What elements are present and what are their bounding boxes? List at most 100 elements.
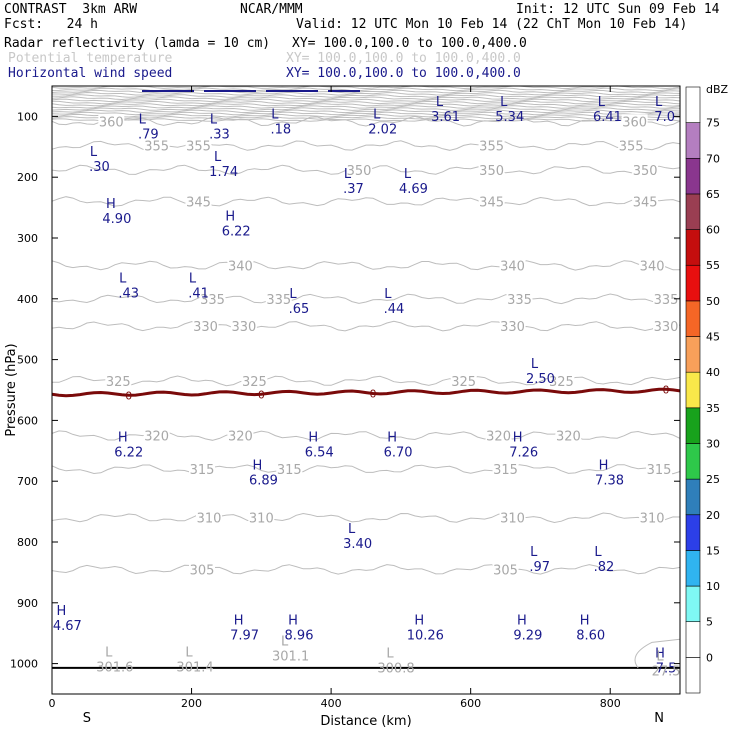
model-title: CONTRAST 3km ARW	[4, 2, 138, 17]
y-axis-label: Pressure (hPa)	[4, 343, 19, 436]
colorbar-segment	[685, 193, 701, 230]
wind-extremum-value: 6.70	[384, 446, 413, 461]
wind-extremum-h-marker: H	[414, 614, 424, 629]
y-tick-label: 600	[17, 414, 38, 427]
colorbar-tick-label: 30	[706, 437, 720, 450]
theta-label: 325	[106, 375, 131, 390]
valid-time: Valid: 12 UTC Mon 10 Feb 14 (22 ChT Mon …	[296, 17, 688, 32]
colorbar-segment	[685, 407, 701, 444]
colorbar-segment	[685, 157, 701, 195]
org-label: NCAR/MMM	[240, 2, 303, 17]
theta-label-bg	[189, 462, 216, 477]
theta-label-bg	[98, 114, 125, 129]
colorbar-tick-label: 15	[706, 544, 720, 557]
colorbar-segment	[685, 621, 701, 658]
theta-contour-upper	[51, 85, 681, 90]
wind-extremum-l-marker: L	[189, 271, 197, 286]
colorbar-tick-label: 55	[706, 259, 720, 272]
theta-contour-upper	[51, 107, 680, 112]
theta-label: 360	[622, 115, 647, 130]
theta-contour-upper	[51, 115, 681, 120]
theta-contour-310	[51, 512, 681, 524]
colorbar-title: dBZ	[706, 83, 729, 96]
theta-low-marker: L	[656, 650, 664, 665]
theta-label-bg	[346, 162, 373, 177]
theta-contour-upper	[51, 96, 681, 101]
theta-contour-surface	[634, 638, 681, 669]
wind-extremum-value: .33	[209, 128, 230, 143]
theta-label-bg	[492, 562, 519, 577]
theta-label-bg	[555, 428, 582, 443]
theta-label-bg	[276, 462, 303, 477]
theta-label-bg	[105, 373, 132, 388]
y-tick-label: 300	[17, 232, 38, 245]
theta-label: 335	[507, 293, 532, 308]
theta-label-bg	[143, 428, 170, 443]
theta-low-marker: L	[105, 645, 113, 660]
colorbar-tick-label: 0	[706, 651, 713, 664]
theta-label-bg	[192, 319, 219, 334]
theta-contour-305	[51, 564, 681, 575]
theta-label: 340	[640, 259, 665, 274]
theta-label-bg	[492, 462, 519, 477]
wind-extremum-l-marker: L	[348, 522, 356, 537]
colorbar-segment	[685, 514, 701, 551]
wind-extremum-value: 6.41	[593, 110, 622, 125]
y-tick-label: 400	[17, 293, 38, 306]
wind-extremum-l-marker: L	[271, 107, 279, 122]
x-tick-label: 0	[49, 697, 56, 710]
theta-contour-330	[51, 320, 681, 332]
theta-low-value: 301.1	[272, 649, 309, 664]
theta-label-bg	[478, 138, 505, 153]
theta-label: 325	[242, 375, 267, 390]
wind-extremum-value: 5.34	[495, 110, 524, 125]
x-end-label-left: S	[83, 711, 91, 726]
theta-contour-upper	[51, 102, 681, 107]
theta-low-marker: L	[281, 634, 289, 649]
theta-label-bg	[478, 162, 505, 177]
colorbar-tick-label: 65	[706, 188, 720, 201]
theta-label-bg	[499, 319, 526, 334]
freezing-level-label: 0	[258, 388, 265, 401]
theta-label-bg	[227, 258, 254, 273]
theta-label: 330	[193, 320, 218, 335]
theta-label-bg	[185, 138, 212, 153]
theta-label: 330	[231, 320, 256, 335]
theta-low-marker: L	[386, 647, 394, 662]
wind-extremum-l-marker: L	[139, 113, 147, 128]
theta-contour-upper	[51, 89, 681, 94]
wind-extremum-h-marker: H	[56, 604, 66, 619]
wind-extremum-h-marker: H	[225, 209, 235, 224]
theta-label-bg	[653, 291, 680, 306]
theta-label: 315	[190, 463, 215, 478]
wind-extremum-value: 7.5	[656, 662, 677, 677]
wind-extremum-value: 3.40	[343, 537, 372, 552]
colorbar-segment	[685, 300, 701, 337]
wind-extremum-value: .41	[188, 286, 209, 301]
theta-label-bg	[639, 258, 666, 273]
wind-extremum-value: 7.97	[230, 629, 259, 644]
theta-low-value: 301.6	[96, 660, 133, 675]
theta-label: 355	[144, 140, 169, 155]
theta-label-bg	[199, 291, 226, 306]
wind-extremum-value: .65	[289, 302, 310, 317]
theta-label: 320	[556, 430, 581, 445]
theta-contour-360	[51, 115, 681, 127]
init-time: Init: 12 UTC Sun 09 Feb 14	[516, 2, 720, 17]
colorbar-tick-label: 35	[706, 402, 720, 415]
forecast-hour: Fcst: 24 h	[4, 17, 98, 32]
wind-extremum-l-marker: L	[344, 167, 352, 182]
wind-extremum-h-marker: H	[580, 614, 590, 629]
theta-label: 335	[200, 293, 225, 308]
wind-extremum-value: 6.54	[305, 446, 334, 461]
theta-label: 310	[640, 512, 665, 527]
theta-label: 310	[249, 512, 274, 527]
theta-contour-upper	[52, 91, 681, 96]
theta-contour-335	[51, 293, 681, 305]
theta-contour-345	[51, 196, 681, 207]
field-theta-name: Potential temperature	[8, 51, 173, 66]
theta-label: 340	[228, 259, 253, 274]
wind-extremum-value: 7.0	[654, 110, 675, 125]
field-reflectivity-xy: XY= 100.0,100.0 to 100.0,400.0	[292, 36, 527, 51]
freezing-level-label: 0	[369, 387, 376, 400]
